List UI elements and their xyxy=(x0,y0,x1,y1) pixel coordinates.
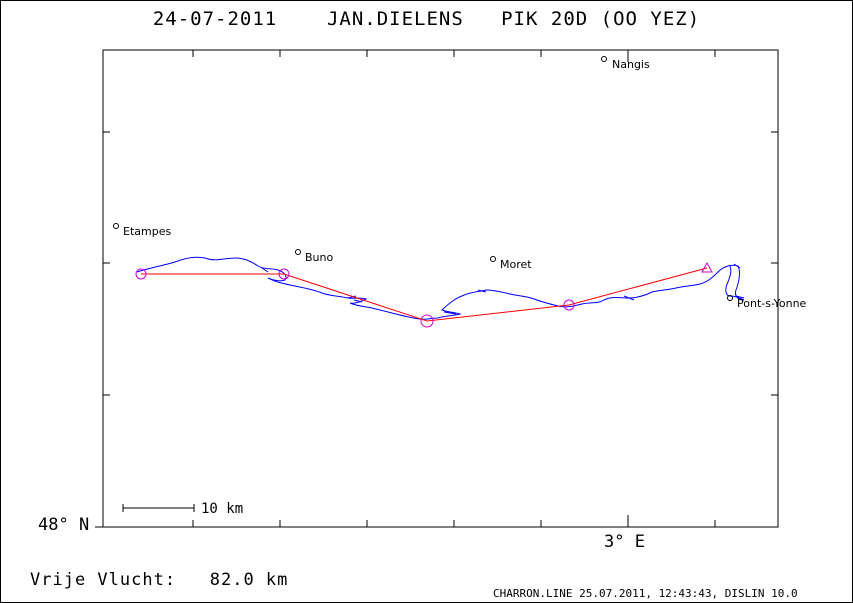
plot-border xyxy=(102,49,779,528)
town-etampes: Etampes xyxy=(113,223,171,238)
turnpoint-2 xyxy=(420,314,434,328)
start-point xyxy=(135,268,147,280)
town-buno: Buno xyxy=(295,249,333,264)
axis-ticks xyxy=(95,50,778,528)
town-label-pont-s-yonne: Pont-s-Yonne xyxy=(737,297,807,310)
town-moret: Moret xyxy=(490,256,532,271)
track-ticks xyxy=(261,263,745,315)
town-nangis: Nangis xyxy=(601,56,650,71)
map-title: 24-07-2011 JAN.DIELENS PIK 20D (OO YEZ) xyxy=(152,8,701,30)
town-label-buno: Buno xyxy=(305,251,333,264)
town-label-moret: Moret xyxy=(500,258,532,271)
finish-triangle xyxy=(701,261,713,273)
scale-bar: 10 km xyxy=(122,501,243,517)
scale-bar-label: 10 km xyxy=(201,501,243,517)
flight-distance: Vrije Vlucht: 82.0 km xyxy=(30,570,289,590)
latitude-label: 48° N xyxy=(38,515,90,535)
town-label-etampes: Etampes xyxy=(123,225,171,238)
longitude-label: 3° E xyxy=(604,532,645,552)
footer-info: CHARRON.LINE 25.07.2011, 12:43:43, DISLI… xyxy=(493,587,798,600)
town-pont-s-yonne: Pont-s-Yonne xyxy=(727,295,807,310)
turnpoint-1 xyxy=(278,268,290,280)
town-label-nangis: Nangis xyxy=(612,58,650,71)
turnpoint-3 xyxy=(563,299,575,311)
task-line xyxy=(141,267,708,322)
flight-track xyxy=(136,256,745,320)
